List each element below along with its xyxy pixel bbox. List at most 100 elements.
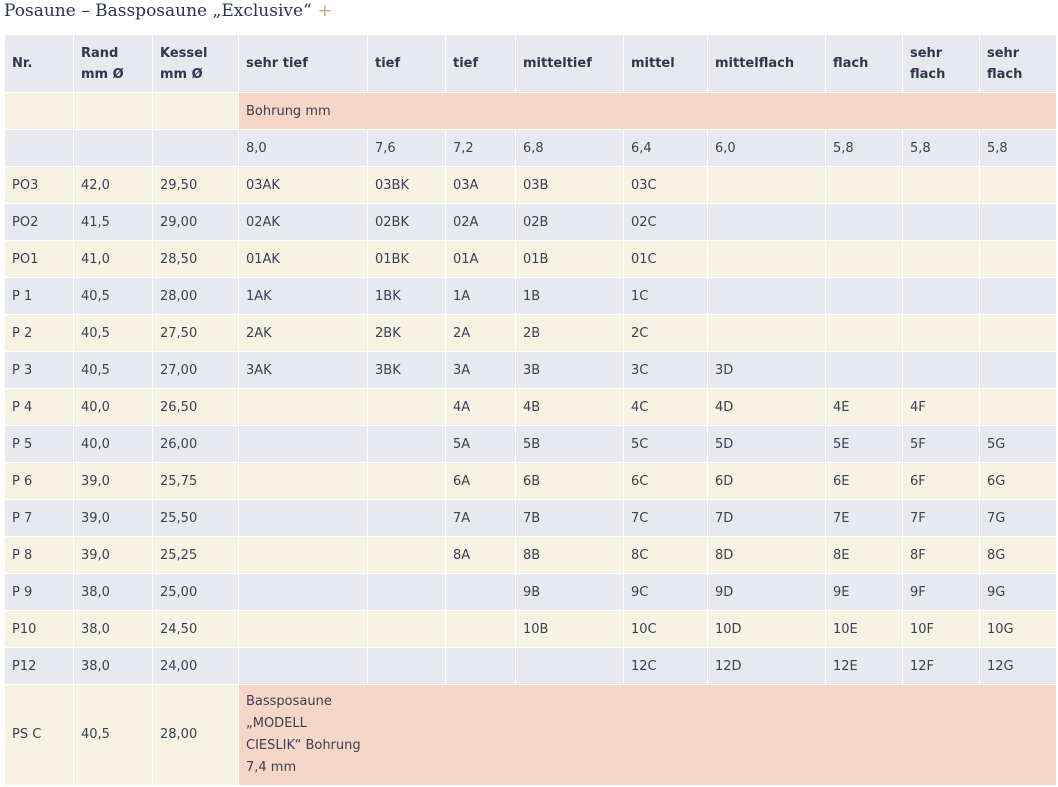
- table-cell: [979, 277, 1057, 315]
- table-cell: [902, 351, 980, 389]
- cell-rand: 40,5: [73, 314, 153, 352]
- table-row: PO3 42,0 29,50 03AK 03BK 03A 03B 03C: [4, 166, 1057, 204]
- table-cell: 6G: [979, 462, 1057, 500]
- table-cell: 6D: [707, 462, 826, 500]
- cell-rand: 38,0: [73, 573, 153, 611]
- table-row: PO2 41,5 29,00 02AK 02BK 02A 02B 02C: [4, 203, 1057, 241]
- table-cell: 1BK: [367, 277, 446, 315]
- mouthpiece-table: Nr. Rand mm Ø Kessel mm Ø sehr tief tief…: [4, 34, 1057, 786]
- bohrung-value: 6,0: [707, 129, 826, 167]
- table-cell: 9G: [979, 573, 1057, 611]
- table-cell: 8G: [979, 536, 1057, 574]
- cell-kessel: 26,50: [152, 388, 239, 426]
- header-sehr-flach-2: sehr flach: [979, 34, 1057, 93]
- table-cell: 6A: [445, 462, 516, 500]
- table-cell: [238, 425, 368, 463]
- table-cell: [367, 462, 446, 500]
- table-cell: 1A: [445, 277, 516, 315]
- table-cell: 7F: [902, 499, 980, 537]
- table-cell: [825, 351, 903, 389]
- cell-rand: 38,0: [73, 610, 153, 648]
- cell-nr: PO2: [4, 203, 74, 241]
- table-row: P 8 39,0 25,25 8A 8B 8C 8D 8E 8F 8G: [4, 536, 1057, 574]
- table-row-psc: PS C 40,5 28,00 Bassposaune „MODELL CIESLIK…: [4, 684, 1057, 786]
- table-cell: 02BK: [367, 203, 446, 241]
- table-cell: 01BK: [367, 240, 446, 278]
- table-cell: [825, 314, 903, 352]
- table-cell: 10D: [707, 610, 826, 648]
- cell-rand: 42,0: [73, 166, 153, 204]
- table-cell: 1B: [515, 277, 624, 315]
- table-cell: 10B: [515, 610, 624, 648]
- table-cell: 12C: [623, 647, 708, 685]
- table-cell: [367, 536, 446, 574]
- table-cell: 03BK: [367, 166, 446, 204]
- cell-nr: P 7: [4, 499, 74, 537]
- table-cell: 9F: [902, 573, 980, 611]
- table-cell: 1C: [623, 277, 708, 315]
- table-cell: [902, 240, 980, 278]
- table-cell: 6E: [825, 462, 903, 500]
- cell-kessel: 28,50: [152, 240, 239, 278]
- table-cell: 10E: [825, 610, 903, 648]
- table-row: P 1 40,5 28,00 1AK 1BK 1A 1B 1C: [4, 277, 1057, 315]
- table-cell: [979, 388, 1057, 426]
- table-cell: 01B: [515, 240, 624, 278]
- table-cell: [367, 647, 446, 685]
- table-cell: 03A: [445, 166, 516, 204]
- table-cell: 2C: [623, 314, 708, 352]
- table-cell: 02AK: [238, 203, 368, 241]
- bohrung-label-row: Bohrung mm: [4, 92, 1057, 130]
- table-cell: 02B: [515, 203, 624, 241]
- header-mitteltief: mitteltief: [515, 34, 624, 93]
- table-cell: [445, 610, 516, 648]
- table-cell: 7C: [623, 499, 708, 537]
- cell-rand: 40,5: [73, 351, 153, 389]
- table-cell: 4A: [445, 388, 516, 426]
- bohrung-label: Bohrung mm: [238, 92, 1057, 130]
- table-cell: 7G: [979, 499, 1057, 537]
- header-rand: Rand mm Ø: [73, 34, 153, 93]
- plus-icon[interactable]: +: [317, 1, 333, 21]
- header-mittelflach: mittelflach: [707, 34, 826, 93]
- table-cell: 6C: [623, 462, 708, 500]
- cell-nr: P 8: [4, 536, 74, 574]
- bohrung-values-row: 8,0 7,6 7,2 6,8 6,4 6,0 5,8 5,8 5,8: [4, 129, 1057, 167]
- table-cell: [902, 314, 980, 352]
- table-cell: 3AK: [238, 351, 368, 389]
- table-cell: [979, 351, 1057, 389]
- cell-kessel: 28,00: [152, 684, 239, 786]
- table-cell: 9E: [825, 573, 903, 611]
- table-cell: 6B: [515, 462, 624, 500]
- table-cell: [238, 573, 368, 611]
- table-cell: 5E: [825, 425, 903, 463]
- table-cell: 8B: [515, 536, 624, 574]
- table-row: PO1 41,0 28,50 01AK 01BK 01A 01B 01C: [4, 240, 1057, 278]
- table-cell: 5D: [707, 425, 826, 463]
- table-cell: [367, 610, 446, 648]
- cell-rand: 39,0: [73, 499, 153, 537]
- table-cell: 4F: [902, 388, 980, 426]
- cell-kessel: 24,50: [152, 610, 239, 648]
- table-cell: 5C: [623, 425, 708, 463]
- table-cell: [825, 277, 903, 315]
- cell-kessel: 29,00: [152, 203, 239, 241]
- table-cell: 3D: [707, 351, 826, 389]
- table-cell: [4, 92, 74, 130]
- table-cell: 8E: [825, 536, 903, 574]
- cell-nr: PS C: [4, 684, 74, 786]
- psc-note: Bassposaune „MODELL CIESLIK“ Bohrung 7,4…: [238, 684, 1057, 786]
- table-cell: 7A: [445, 499, 516, 537]
- table-cell: 2AK: [238, 314, 368, 352]
- table-cell: [902, 203, 980, 241]
- cell-kessel: 26,00: [152, 425, 239, 463]
- cell-kessel: 27,00: [152, 351, 239, 389]
- header-kessel: Kessel mm Ø: [152, 34, 239, 93]
- cell-rand: 38,0: [73, 647, 153, 685]
- table-cell: [238, 647, 368, 685]
- table-cell: 4C: [623, 388, 708, 426]
- table-cell: [367, 499, 446, 537]
- cell-nr: PO3: [4, 166, 74, 204]
- cell-nr: PO1: [4, 240, 74, 278]
- table-cell: [707, 166, 826, 204]
